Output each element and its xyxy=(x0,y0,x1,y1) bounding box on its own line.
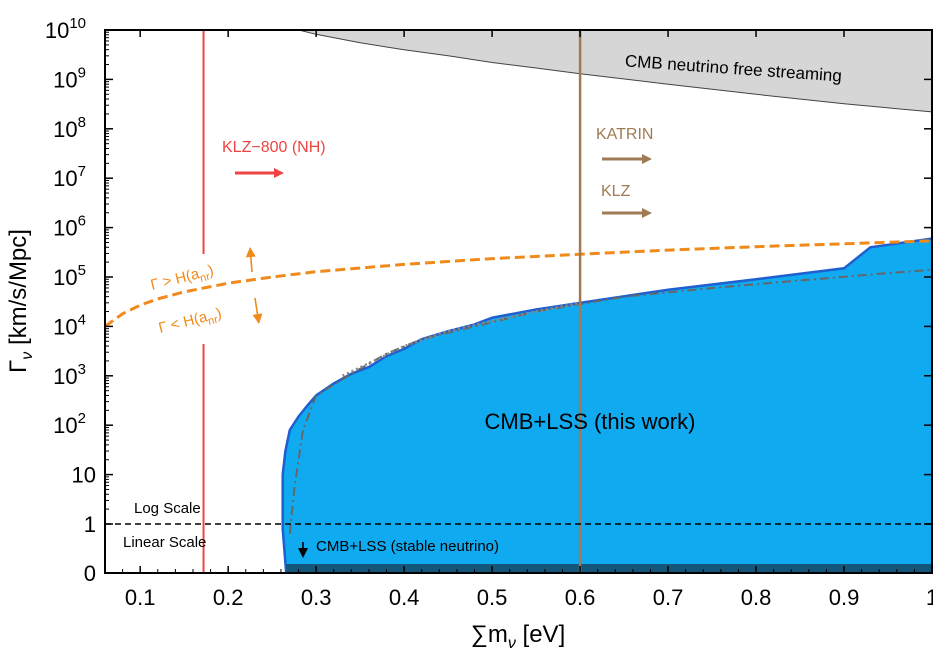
y-axis-label-sub: ν xyxy=(19,352,36,360)
cmb-lss-region xyxy=(282,238,932,573)
y-tick-base: 10 xyxy=(53,364,77,389)
y-tick-exp: 5 xyxy=(78,262,86,279)
y-tick-base: 0 xyxy=(84,561,96,586)
y-tick-label: 1010 xyxy=(45,15,86,43)
linear-scale-label: Linear Scale xyxy=(123,534,206,551)
x-tick-label: 0.5 xyxy=(477,585,508,610)
y-tick-label: 106 xyxy=(53,213,86,241)
y-tick-exp: 4 xyxy=(78,311,86,328)
y-tick-label: 109 xyxy=(53,64,86,92)
lines xyxy=(105,30,932,573)
x-ticks: 0.1 0.2 0.3 0.4 0.5 0.6 0.7 0.8 0.9 1 xyxy=(104,30,933,610)
x-tick-label: 0.3 xyxy=(301,585,332,610)
x-tick-label: 0.2 xyxy=(213,585,244,610)
y-tick-base: 1 xyxy=(84,512,96,537)
x-tick-label: 0.8 xyxy=(741,585,772,610)
free-streaming-region xyxy=(298,30,932,113)
y-tick-base: 10 xyxy=(53,314,77,339)
y-tick-base: 10 xyxy=(72,463,96,488)
y-axis-label-unit: [km/s/Mpc] xyxy=(5,229,32,352)
x-tick-label: 0.4 xyxy=(389,585,420,610)
y-tick-label: 1 xyxy=(84,512,96,537)
gamma-down-arrow-shaft xyxy=(254,297,259,315)
stable-neutrino-band xyxy=(286,564,932,573)
klz800-arrow xyxy=(235,168,284,178)
gamma-lt-label-sub: nr xyxy=(207,314,220,328)
cmb-lss-label: CMB+LSS (this work) xyxy=(485,409,696,434)
plot-frame xyxy=(104,29,933,574)
y-axis-label: Γν [km/s/Mpc] xyxy=(5,229,36,373)
y-tick-label: 0 xyxy=(84,561,96,586)
gamma-up-arrow-head xyxy=(245,247,256,258)
y-tick-exp: 7 xyxy=(78,163,86,180)
y-tick-label: 102 xyxy=(53,410,86,438)
katrin-arrow-head xyxy=(642,154,652,164)
x-tick-label: 1 xyxy=(926,585,933,610)
katrin-label: KATRIN xyxy=(596,126,653,143)
y-tick-base: 10 xyxy=(53,166,77,191)
gamma-down-arrow xyxy=(252,297,263,324)
stable-down-arrow xyxy=(298,542,308,558)
gamma-lt-label-close: ) xyxy=(214,305,223,323)
x-axis-label-sub: ν xyxy=(508,635,516,652)
gamma-up-arrow xyxy=(245,247,256,273)
x-tick-label: 0.9 xyxy=(829,585,860,610)
gamma-gt-label-close: ) xyxy=(206,262,215,280)
y-tick-base: 10 xyxy=(53,67,77,92)
gamma-up-arrow-shaft xyxy=(250,256,253,273)
klz800-label: KLZ−800 (NH) xyxy=(222,139,326,156)
gamma-down-arrow-head xyxy=(252,313,263,324)
gamma-lt-label-main: Γ < H(a xyxy=(157,308,210,337)
gamma-gt-label-sub: nr xyxy=(199,271,212,285)
x-axis-label: ∑mν [eV] xyxy=(471,621,565,652)
y-tick-base: 10 xyxy=(45,18,69,43)
y-tick-exp: 2 xyxy=(78,410,86,427)
y-tick-exp: 9 xyxy=(78,64,86,81)
x-tick-label: 0.7 xyxy=(653,585,684,610)
klz800-arrow-head xyxy=(274,168,284,178)
y-tick-exp: 6 xyxy=(78,213,86,230)
y-tick-exp: 3 xyxy=(78,361,86,378)
y-tick-label: 107 xyxy=(53,163,86,191)
stable-neutrino-label: CMB+LSS (stable neutrino) xyxy=(316,538,499,555)
log-scale-label: Log Scale xyxy=(134,500,201,517)
dotted-line xyxy=(341,301,581,377)
klz-label: KLZ xyxy=(601,183,631,200)
hubble-dashed-line xyxy=(105,239,932,328)
stable-down-arrow-head xyxy=(298,548,308,558)
klz-arrow-head xyxy=(642,208,652,218)
gamma-gt-label: Γ > H(anr) xyxy=(149,262,216,297)
y-tick-label: 10 xyxy=(72,463,96,488)
y-tick-label: 103 xyxy=(53,361,86,389)
cmb-lss-edge xyxy=(281,237,932,573)
dash-dot-line xyxy=(288,268,932,534)
y-tick-exp: 8 xyxy=(78,114,86,131)
x-tick-label: 0.6 xyxy=(565,585,596,610)
y-tick-exp: 10 xyxy=(69,15,86,32)
y-axis-label-main: Γ xyxy=(5,360,32,373)
y-tick-base: 10 xyxy=(53,117,77,142)
y-tick-base: 10 xyxy=(53,216,77,241)
y-tick-label: 104 xyxy=(53,311,86,339)
y-tick-label: 108 xyxy=(53,114,86,142)
x-axis-label-unit: [eV] xyxy=(516,621,565,648)
y-tick-base: 10 xyxy=(53,413,77,438)
x-axis-label-main: ∑m xyxy=(471,621,508,648)
katrin-arrow xyxy=(602,154,652,164)
regions xyxy=(281,30,932,573)
y-tick-label: 105 xyxy=(53,262,86,290)
x-tick-label: 0.1 xyxy=(125,585,156,610)
y-tick-base: 10 xyxy=(53,265,77,290)
gamma-lt-label: Γ < H(anr) xyxy=(157,305,224,340)
klz-arrow xyxy=(602,208,652,218)
